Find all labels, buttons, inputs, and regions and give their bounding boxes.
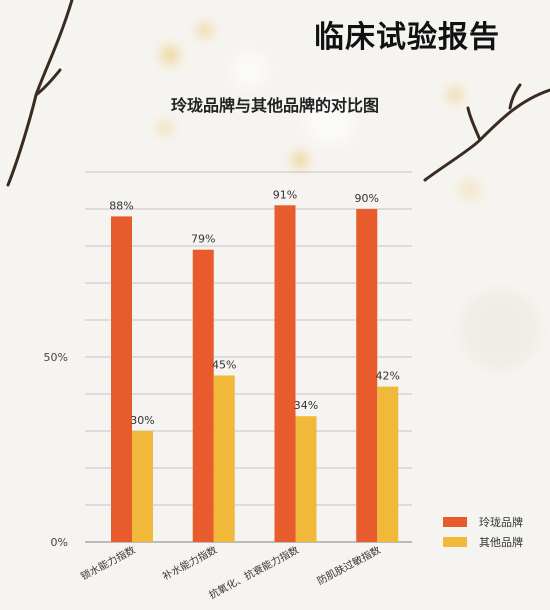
legend-swatch-other (443, 537, 467, 547)
data-label: 42% (376, 370, 400, 383)
data-label: 79% (191, 233, 215, 246)
bar (213, 375, 235, 542)
legend-item-other: 其他品牌 (443, 532, 523, 552)
bar (192, 249, 214, 542)
bar (274, 205, 296, 543)
data-label: 91% (273, 188, 297, 201)
x-tick-label: 补水能力指数 (160, 543, 219, 583)
x-tick-label: 抗氧化、抗衰能力指数 (207, 543, 301, 601)
data-label: 34% (294, 399, 318, 412)
data-label: 88% (109, 199, 133, 212)
bar (111, 216, 132, 542)
chart-title: 玲珑品牌与其他品牌的对比图 (170, 96, 379, 115)
data-label: 45% (212, 359, 236, 372)
x-tick-label: 锁水能力指数 (78, 543, 137, 583)
legend-swatch-brand (443, 517, 467, 527)
page-title: 临床试验报告 (314, 20, 500, 55)
legend-item-brand: 玲珑品牌 (443, 512, 523, 532)
bar (356, 209, 378, 542)
data-label: 30% (130, 414, 154, 427)
y-tick-label: 0% (51, 536, 68, 549)
data-label: 90% (355, 192, 379, 205)
legend-label-other: 其他品牌 (479, 536, 523, 549)
branch-top-left (6, 0, 74, 187)
legend-label-brand: 玲珑品牌 (479, 516, 523, 529)
bar (295, 416, 317, 542)
bar (132, 431, 153, 542)
bar (377, 386, 399, 542)
y-tick-label: 50% (44, 351, 68, 364)
x-tick-label: 防肌肤过敏指数 (315, 543, 383, 587)
branch-top-right (423, 83, 550, 182)
chart-legend: 玲珑品牌 其他品牌 (443, 512, 523, 552)
